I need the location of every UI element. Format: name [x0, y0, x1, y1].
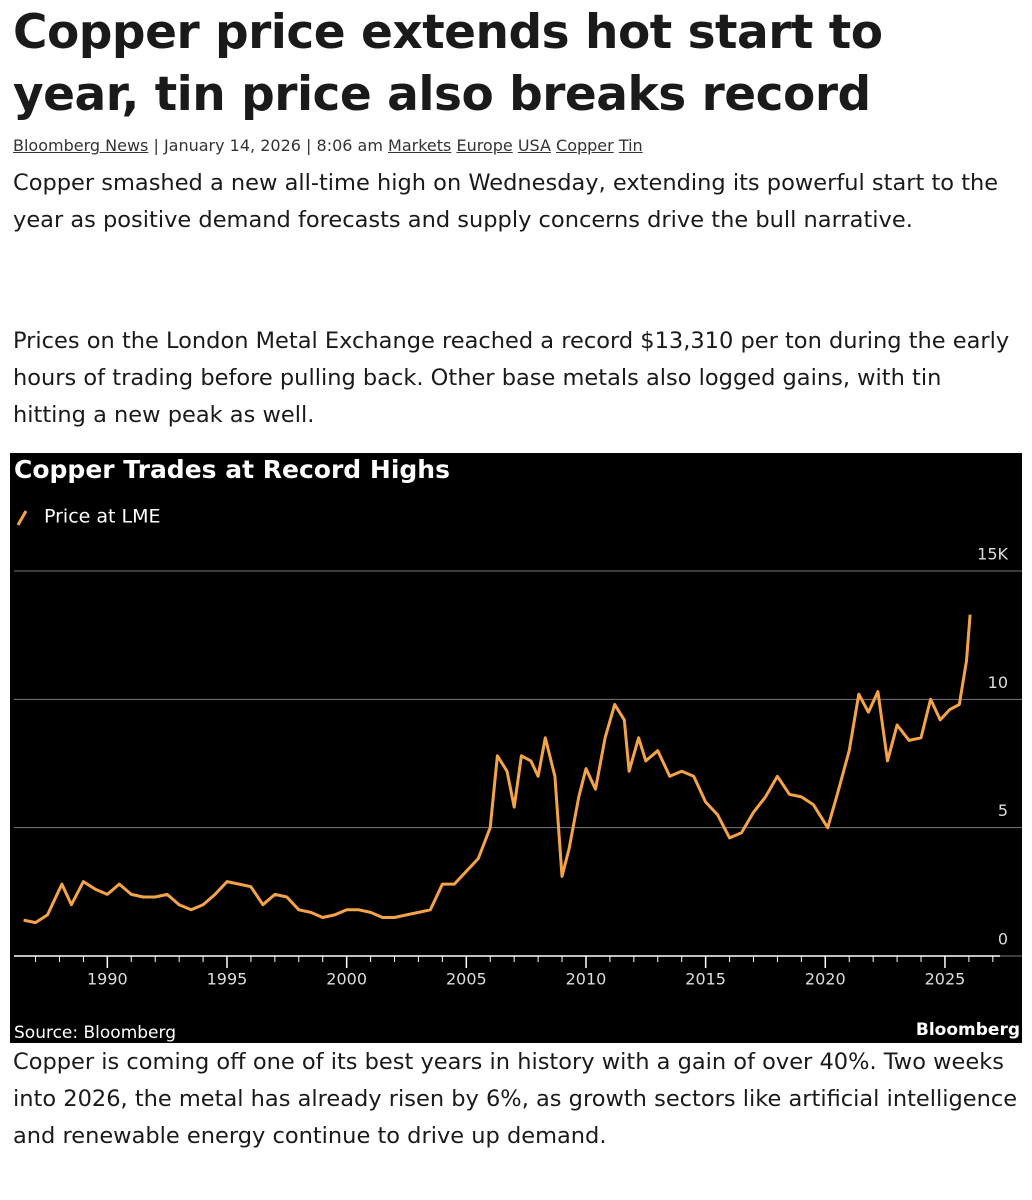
y-tick-label: 5 — [998, 801, 1008, 820]
x-tick-label: 1990 — [87, 970, 128, 989]
separator: | — [306, 136, 312, 155]
source: Source: Bloomberg — [14, 1023, 176, 1043]
author-link[interactable]: Bloomberg News — [13, 136, 149, 155]
chart-background — [10, 453, 1022, 1043]
chart: Copper Trades at Record Highs Price at L… — [10, 453, 1022, 1043]
brand: Bloomberg — [916, 1020, 1020, 1040]
paragraph: Prices on the London Metal Exchange reac… — [13, 328, 1010, 428]
y-tick-label: 10 — [988, 673, 1008, 692]
x-tick-label: 2020 — [805, 970, 846, 989]
paragraph: Copper is coming off one of its best yea… — [13, 1049, 1018, 1149]
tag-link[interactable]: Tin — [618, 136, 643, 155]
tag-link[interactable]: Copper — [556, 136, 614, 155]
legend-swatch — [16, 510, 28, 526]
chart-title: Copper Trades at Record Highs — [14, 455, 450, 484]
legend-label: Price at LME — [44, 506, 161, 528]
x-tick-label: 2010 — [566, 970, 607, 989]
time: 8:06 am — [316, 136, 383, 155]
x-tick-label: 1995 — [207, 970, 248, 989]
x-tick-label: 2015 — [685, 970, 726, 989]
date: January 14, 2026 — [163, 136, 301, 155]
byline: Bloomberg News | January 14, 2026 | 8:06… — [13, 136, 1019, 155]
separator: | — [153, 136, 159, 155]
tag-link[interactable]: Europe — [456, 136, 513, 155]
x-tick-label: 2025 — [925, 970, 966, 989]
tag-link[interactable]: USA — [517, 136, 551, 155]
x-tick-label: 2000 — [326, 970, 367, 989]
paragraph: Copper smashed a new all-time high on We… — [13, 170, 999, 233]
y-tick-label: 0 — [998, 930, 1008, 949]
headline: Copper price extends hot start to year, … — [13, 5, 883, 122]
x-tick-label: 2005 — [446, 970, 487, 989]
tag-link[interactable]: Markets — [388, 136, 452, 155]
price-line — [23, 614, 972, 925]
y-tick-label: 15K — [977, 545, 1008, 564]
